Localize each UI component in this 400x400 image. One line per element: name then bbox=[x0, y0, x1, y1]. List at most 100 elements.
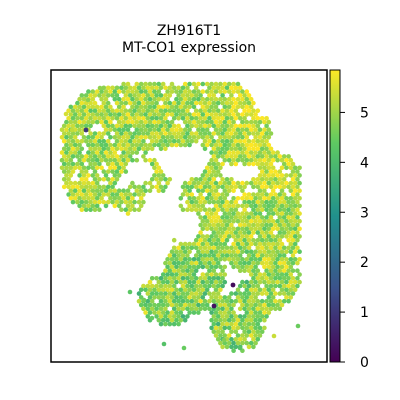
data-point bbox=[196, 279, 201, 285]
data-point bbox=[136, 207, 142, 212]
data-point bbox=[193, 253, 199, 258]
data-point bbox=[264, 306, 269, 312]
data-point bbox=[207, 207, 212, 212]
data-point bbox=[259, 314, 265, 319]
data-point bbox=[271, 333, 277, 339]
data-point bbox=[185, 283, 190, 289]
data-point bbox=[211, 161, 217, 167]
data-point bbox=[290, 222, 296, 228]
data-point bbox=[163, 321, 168, 327]
data-point bbox=[189, 192, 195, 197]
data-point bbox=[103, 142, 109, 148]
data-point bbox=[222, 279, 228, 285]
data-point bbox=[270, 150, 276, 155]
data-point bbox=[178, 249, 184, 254]
data-point bbox=[215, 192, 221, 197]
data-point bbox=[220, 93, 225, 98]
data-point bbox=[207, 123, 212, 129]
data-point bbox=[136, 184, 142, 190]
data-point bbox=[174, 310, 179, 315]
data-point bbox=[154, 131, 159, 136]
data-point bbox=[92, 169, 98, 174]
data-point bbox=[185, 108, 190, 113]
data-point bbox=[108, 150, 113, 155]
data-point bbox=[292, 173, 298, 178]
data-point bbox=[286, 291, 291, 296]
data-point bbox=[202, 276, 208, 281]
data-point bbox=[270, 196, 276, 201]
data-point bbox=[94, 203, 100, 209]
data-point bbox=[218, 340, 223, 346]
data-point bbox=[101, 123, 107, 129]
data-point bbox=[222, 249, 228, 254]
data-point bbox=[259, 131, 265, 136]
data-point bbox=[105, 116, 111, 121]
data-point bbox=[246, 222, 252, 228]
data-point bbox=[101, 131, 107, 136]
data-point bbox=[286, 161, 291, 167]
data-point bbox=[215, 199, 221, 205]
data-point bbox=[189, 131, 195, 136]
data-point bbox=[218, 173, 223, 178]
data-point bbox=[64, 157, 69, 163]
data-point bbox=[231, 119, 236, 125]
data-point bbox=[196, 287, 201, 293]
data-point bbox=[268, 177, 274, 182]
data-point bbox=[79, 184, 85, 190]
data-point bbox=[114, 161, 120, 167]
data-point bbox=[211, 123, 217, 129]
data-point bbox=[143, 81, 148, 87]
data-point bbox=[292, 218, 298, 224]
data-point bbox=[187, 241, 192, 247]
data-point bbox=[136, 291, 142, 296]
data-point bbox=[284, 211, 289, 216]
data-point bbox=[295, 245, 300, 251]
data-point bbox=[61, 123, 67, 129]
data-point bbox=[220, 146, 225, 152]
data-point bbox=[66, 177, 71, 182]
data-point bbox=[264, 146, 269, 152]
data-point bbox=[253, 310, 258, 315]
data-point bbox=[240, 241, 245, 247]
data-point bbox=[209, 142, 214, 148]
data-point bbox=[185, 314, 190, 319]
data-point bbox=[147, 310, 153, 315]
data-point bbox=[262, 264, 267, 270]
data-point bbox=[297, 279, 302, 285]
data-point bbox=[193, 100, 199, 106]
data-point bbox=[266, 218, 272, 224]
data-point bbox=[224, 116, 230, 121]
data-point bbox=[198, 93, 203, 98]
data-point bbox=[134, 112, 140, 117]
data-point bbox=[222, 196, 228, 201]
data-point bbox=[94, 119, 100, 125]
data-point bbox=[171, 276, 177, 281]
data-point bbox=[277, 215, 283, 220]
data-point bbox=[246, 230, 252, 235]
data-point bbox=[156, 173, 162, 178]
data-point bbox=[297, 249, 302, 254]
data-point bbox=[222, 310, 228, 315]
data-point bbox=[288, 218, 294, 224]
data-point bbox=[116, 112, 122, 117]
data-point bbox=[123, 131, 129, 136]
data-point bbox=[266, 264, 272, 270]
data-point bbox=[226, 340, 232, 346]
data-point bbox=[273, 169, 278, 174]
data-point bbox=[235, 180, 241, 186]
data-point bbox=[235, 96, 241, 102]
data-point bbox=[226, 218, 232, 224]
data-point bbox=[251, 314, 256, 319]
data-point bbox=[288, 295, 294, 300]
data-point bbox=[158, 85, 164, 91]
data-point bbox=[202, 291, 208, 296]
data-point bbox=[286, 237, 291, 243]
data-point bbox=[189, 291, 195, 296]
data-point bbox=[77, 180, 82, 186]
data-point bbox=[231, 302, 236, 308]
data-point bbox=[209, 96, 214, 102]
data-point bbox=[240, 279, 245, 285]
data-point bbox=[224, 215, 230, 220]
data-point bbox=[215, 85, 221, 91]
data-point bbox=[235, 127, 241, 132]
